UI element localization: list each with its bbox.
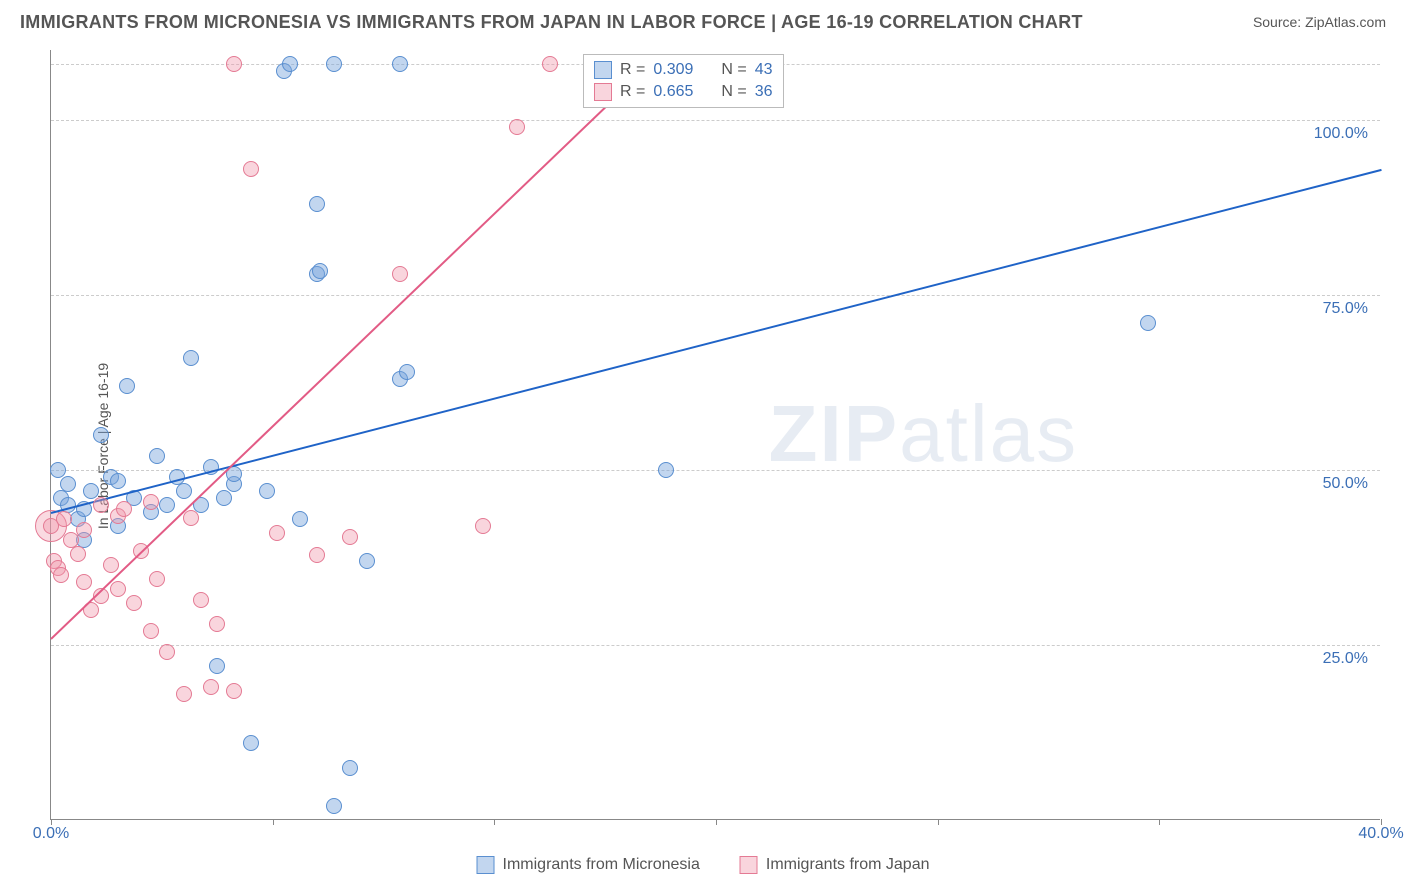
scatter-point <box>342 529 358 545</box>
gridline <box>51 120 1380 121</box>
scatter-point <box>282 56 298 72</box>
y-tick-label: 50.0% <box>1323 475 1368 493</box>
x-tick <box>273 819 274 825</box>
scatter-point <box>60 476 76 492</box>
scatter-point <box>110 581 126 597</box>
scatter-point <box>658 462 674 478</box>
x-tick <box>716 819 717 825</box>
stat-r-label: R = <box>620 61 645 79</box>
scatter-point <box>159 497 175 513</box>
y-tick-label: 75.0% <box>1323 300 1368 318</box>
scatter-point <box>93 427 109 443</box>
gridline <box>51 295 1380 296</box>
scatter-point <box>243 161 259 177</box>
scatter-point <box>116 501 132 517</box>
scatter-point <box>243 735 259 751</box>
stat-r-label: R = <box>620 83 645 101</box>
x-tick-label: 40.0% <box>1358 825 1403 843</box>
scatter-point <box>216 490 232 506</box>
scatter-point <box>209 616 225 632</box>
scatter-point <box>76 522 92 538</box>
stats-legend-box: R = 0.309 N = 43 R = 0.665 N = 36 <box>583 54 784 108</box>
scatter-point <box>392 266 408 282</box>
scatter-point <box>309 196 325 212</box>
scatter-point <box>149 571 165 587</box>
scatter-point <box>76 574 92 590</box>
scatter-point <box>269 525 285 541</box>
scatter-point <box>83 483 99 499</box>
legend-item-micronesia: Immigrants from Micronesia <box>477 856 700 874</box>
scatter-point <box>326 798 342 814</box>
scatter-point <box>159 644 175 660</box>
scatter-point <box>509 119 525 135</box>
x-tick <box>494 819 495 825</box>
legend-swatch-icon <box>477 856 495 874</box>
scatter-point <box>226 56 242 72</box>
scatter-point <box>193 592 209 608</box>
scatter-point <box>56 511 72 527</box>
scatter-point <box>70 546 86 562</box>
trend-line <box>50 64 650 639</box>
x-tick <box>938 819 939 825</box>
legend-label: Immigrants from Micronesia <box>503 856 700 874</box>
scatter-point <box>475 518 491 534</box>
scatter-point <box>312 263 328 279</box>
stat-n-value: 43 <box>755 61 773 79</box>
chart-title: IMMIGRANTS FROM MICRONESIA VS IMMIGRANTS… <box>20 12 1083 33</box>
scatter-point <box>176 686 192 702</box>
gridline <box>51 645 1380 646</box>
gridline <box>51 470 1380 471</box>
stat-r-value: 0.309 <box>653 61 693 79</box>
scatter-point <box>183 510 199 526</box>
x-tick-label: 0.0% <box>33 825 69 843</box>
scatter-point <box>309 547 325 563</box>
scatter-point <box>209 658 225 674</box>
scatter-point <box>103 557 119 573</box>
y-tick-label: 100.0% <box>1314 125 1368 143</box>
stat-n-label: N = <box>721 83 746 101</box>
scatter-point <box>203 679 219 695</box>
scatter-point <box>292 511 308 527</box>
scatter-point <box>143 494 159 510</box>
scatter-point <box>149 448 165 464</box>
scatter-point <box>359 553 375 569</box>
stats-row: R = 0.665 N = 36 <box>594 81 773 103</box>
scatter-point <box>143 623 159 639</box>
scatter-point <box>126 595 142 611</box>
source-label: Source: ZipAtlas.com <box>1253 14 1386 30</box>
stat-r-value: 0.665 <box>653 83 693 101</box>
scatter-point <box>93 497 109 513</box>
legend-swatch-icon <box>594 83 612 101</box>
scatter-point <box>50 462 66 478</box>
bottom-legend: Immigrants from Micronesia Immigrants fr… <box>477 856 930 874</box>
scatter-point <box>183 350 199 366</box>
scatter-point <box>326 56 342 72</box>
watermark: ZIPatlas <box>769 388 1078 480</box>
scatter-point <box>392 56 408 72</box>
plot-area: ZIPatlas 25.0%50.0%75.0%100.0%0.0%40.0%R… <box>50 50 1380 820</box>
legend-item-japan: Immigrants from Japan <box>740 856 930 874</box>
scatter-point <box>119 378 135 394</box>
scatter-point <box>110 473 126 489</box>
legend-swatch-icon <box>594 61 612 79</box>
y-tick-label: 25.0% <box>1323 650 1368 668</box>
scatter-point <box>53 567 69 583</box>
scatter-point <box>259 483 275 499</box>
scatter-point <box>176 483 192 499</box>
scatter-point <box>542 56 558 72</box>
scatter-point <box>342 760 358 776</box>
legend-swatch-icon <box>740 856 758 874</box>
trend-line <box>51 169 1381 514</box>
legend-label: Immigrants from Japan <box>766 856 930 874</box>
stat-n-label: N = <box>721 61 746 79</box>
scatter-point <box>399 364 415 380</box>
x-tick <box>1159 819 1160 825</box>
chart-container: IMMIGRANTS FROM MICRONESIA VS IMMIGRANTS… <box>0 0 1406 892</box>
scatter-point <box>226 683 242 699</box>
scatter-point <box>1140 315 1156 331</box>
stat-n-value: 36 <box>755 83 773 101</box>
stats-row: R = 0.309 N = 43 <box>594 59 773 81</box>
